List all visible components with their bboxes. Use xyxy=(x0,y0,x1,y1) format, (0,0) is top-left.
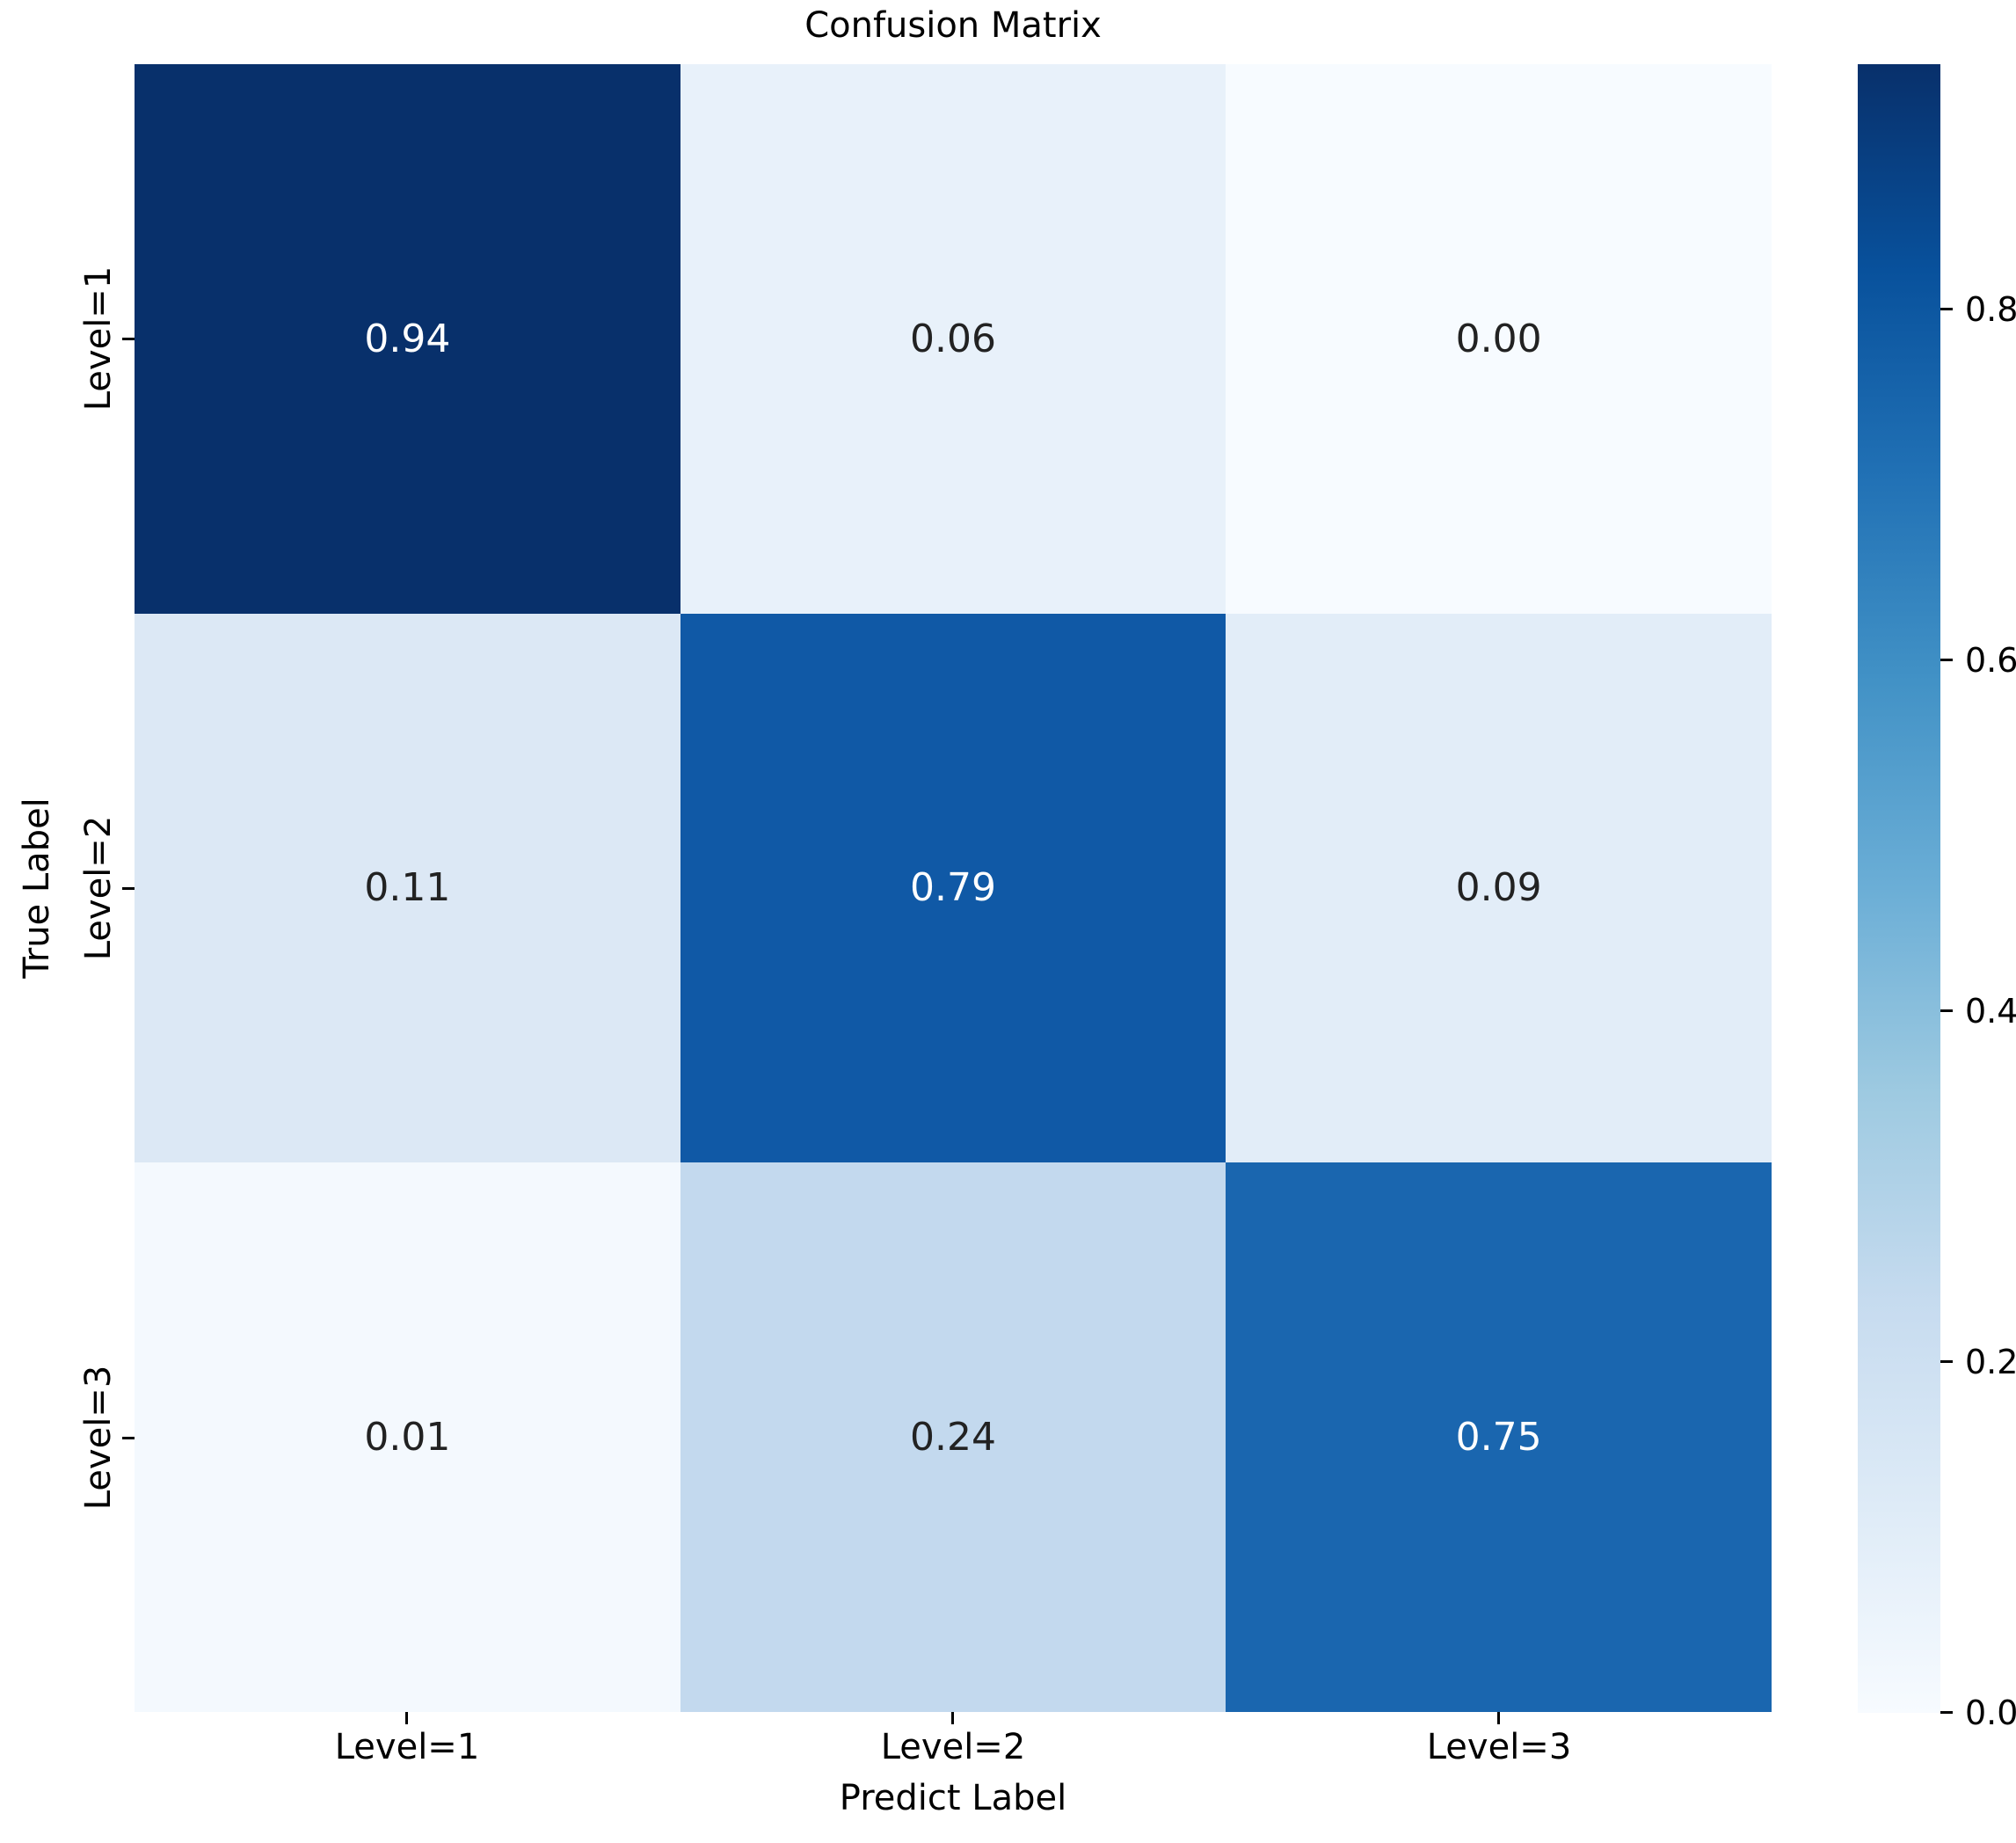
colorbar-tick-label: 0.4 xyxy=(1965,992,2016,1031)
matrix-cell: 0.06 xyxy=(680,64,1226,614)
matrix-cell: 0.75 xyxy=(1226,1162,1772,1712)
x-axis-tick-mark xyxy=(1497,1712,1500,1724)
colorbar-gradient xyxy=(1858,64,1940,1713)
matrix-cell: 0.24 xyxy=(680,1162,1226,1712)
colorbar-tick-mark xyxy=(1940,1711,1953,1714)
matrix-cell: 0.01 xyxy=(135,1162,680,1712)
x-tick-label: Level=2 xyxy=(880,1727,1026,1767)
matrix-cell: 0.94 xyxy=(135,64,680,614)
y-axis-tick-mark xyxy=(122,1437,135,1439)
x-axis-label: Predict Label xyxy=(839,1778,1067,1818)
x-tick-label: Level=3 xyxy=(1426,1727,1572,1767)
colorbar-tick-mark xyxy=(1940,1009,1953,1012)
y-axis-tick-mark xyxy=(122,887,135,890)
matrix-cell: 0.11 xyxy=(135,613,680,1163)
matrix-cell: 0.09 xyxy=(1226,613,1772,1163)
colorbar-tick-mark xyxy=(1940,1360,1953,1363)
matrix-cell: 0.79 xyxy=(680,613,1226,1163)
y-tick-label: Level=2 xyxy=(78,815,119,961)
matrix-cell: 0.00 xyxy=(1226,64,1772,614)
colorbar-tick-label: 0.6 xyxy=(1965,641,2016,680)
y-axis-label: True Label xyxy=(17,798,57,979)
colorbar-tick-label: 0.8 xyxy=(1965,290,2016,329)
y-axis-tick-mark xyxy=(122,338,135,340)
colorbar-tick-label: 0.2 xyxy=(1965,1343,2016,1381)
chart-title: Confusion Matrix xyxy=(804,5,1102,46)
y-tick-label: Level=3 xyxy=(78,1365,119,1511)
x-axis-tick-mark xyxy=(951,1712,954,1724)
colorbar-tick-label: 0.0 xyxy=(1965,1694,2016,1732)
y-tick-label: Level=1 xyxy=(78,266,119,412)
colorbar-tick-mark xyxy=(1940,659,1953,661)
x-axis-tick-mark xyxy=(405,1712,408,1724)
colorbar-tick-mark xyxy=(1940,308,1953,310)
x-tick-label: Level=1 xyxy=(334,1727,480,1767)
heatmap-grid: 0.94 0.06 0.00 0.11 0.79 0.09 0.01 0.24 … xyxy=(135,64,1772,1712)
